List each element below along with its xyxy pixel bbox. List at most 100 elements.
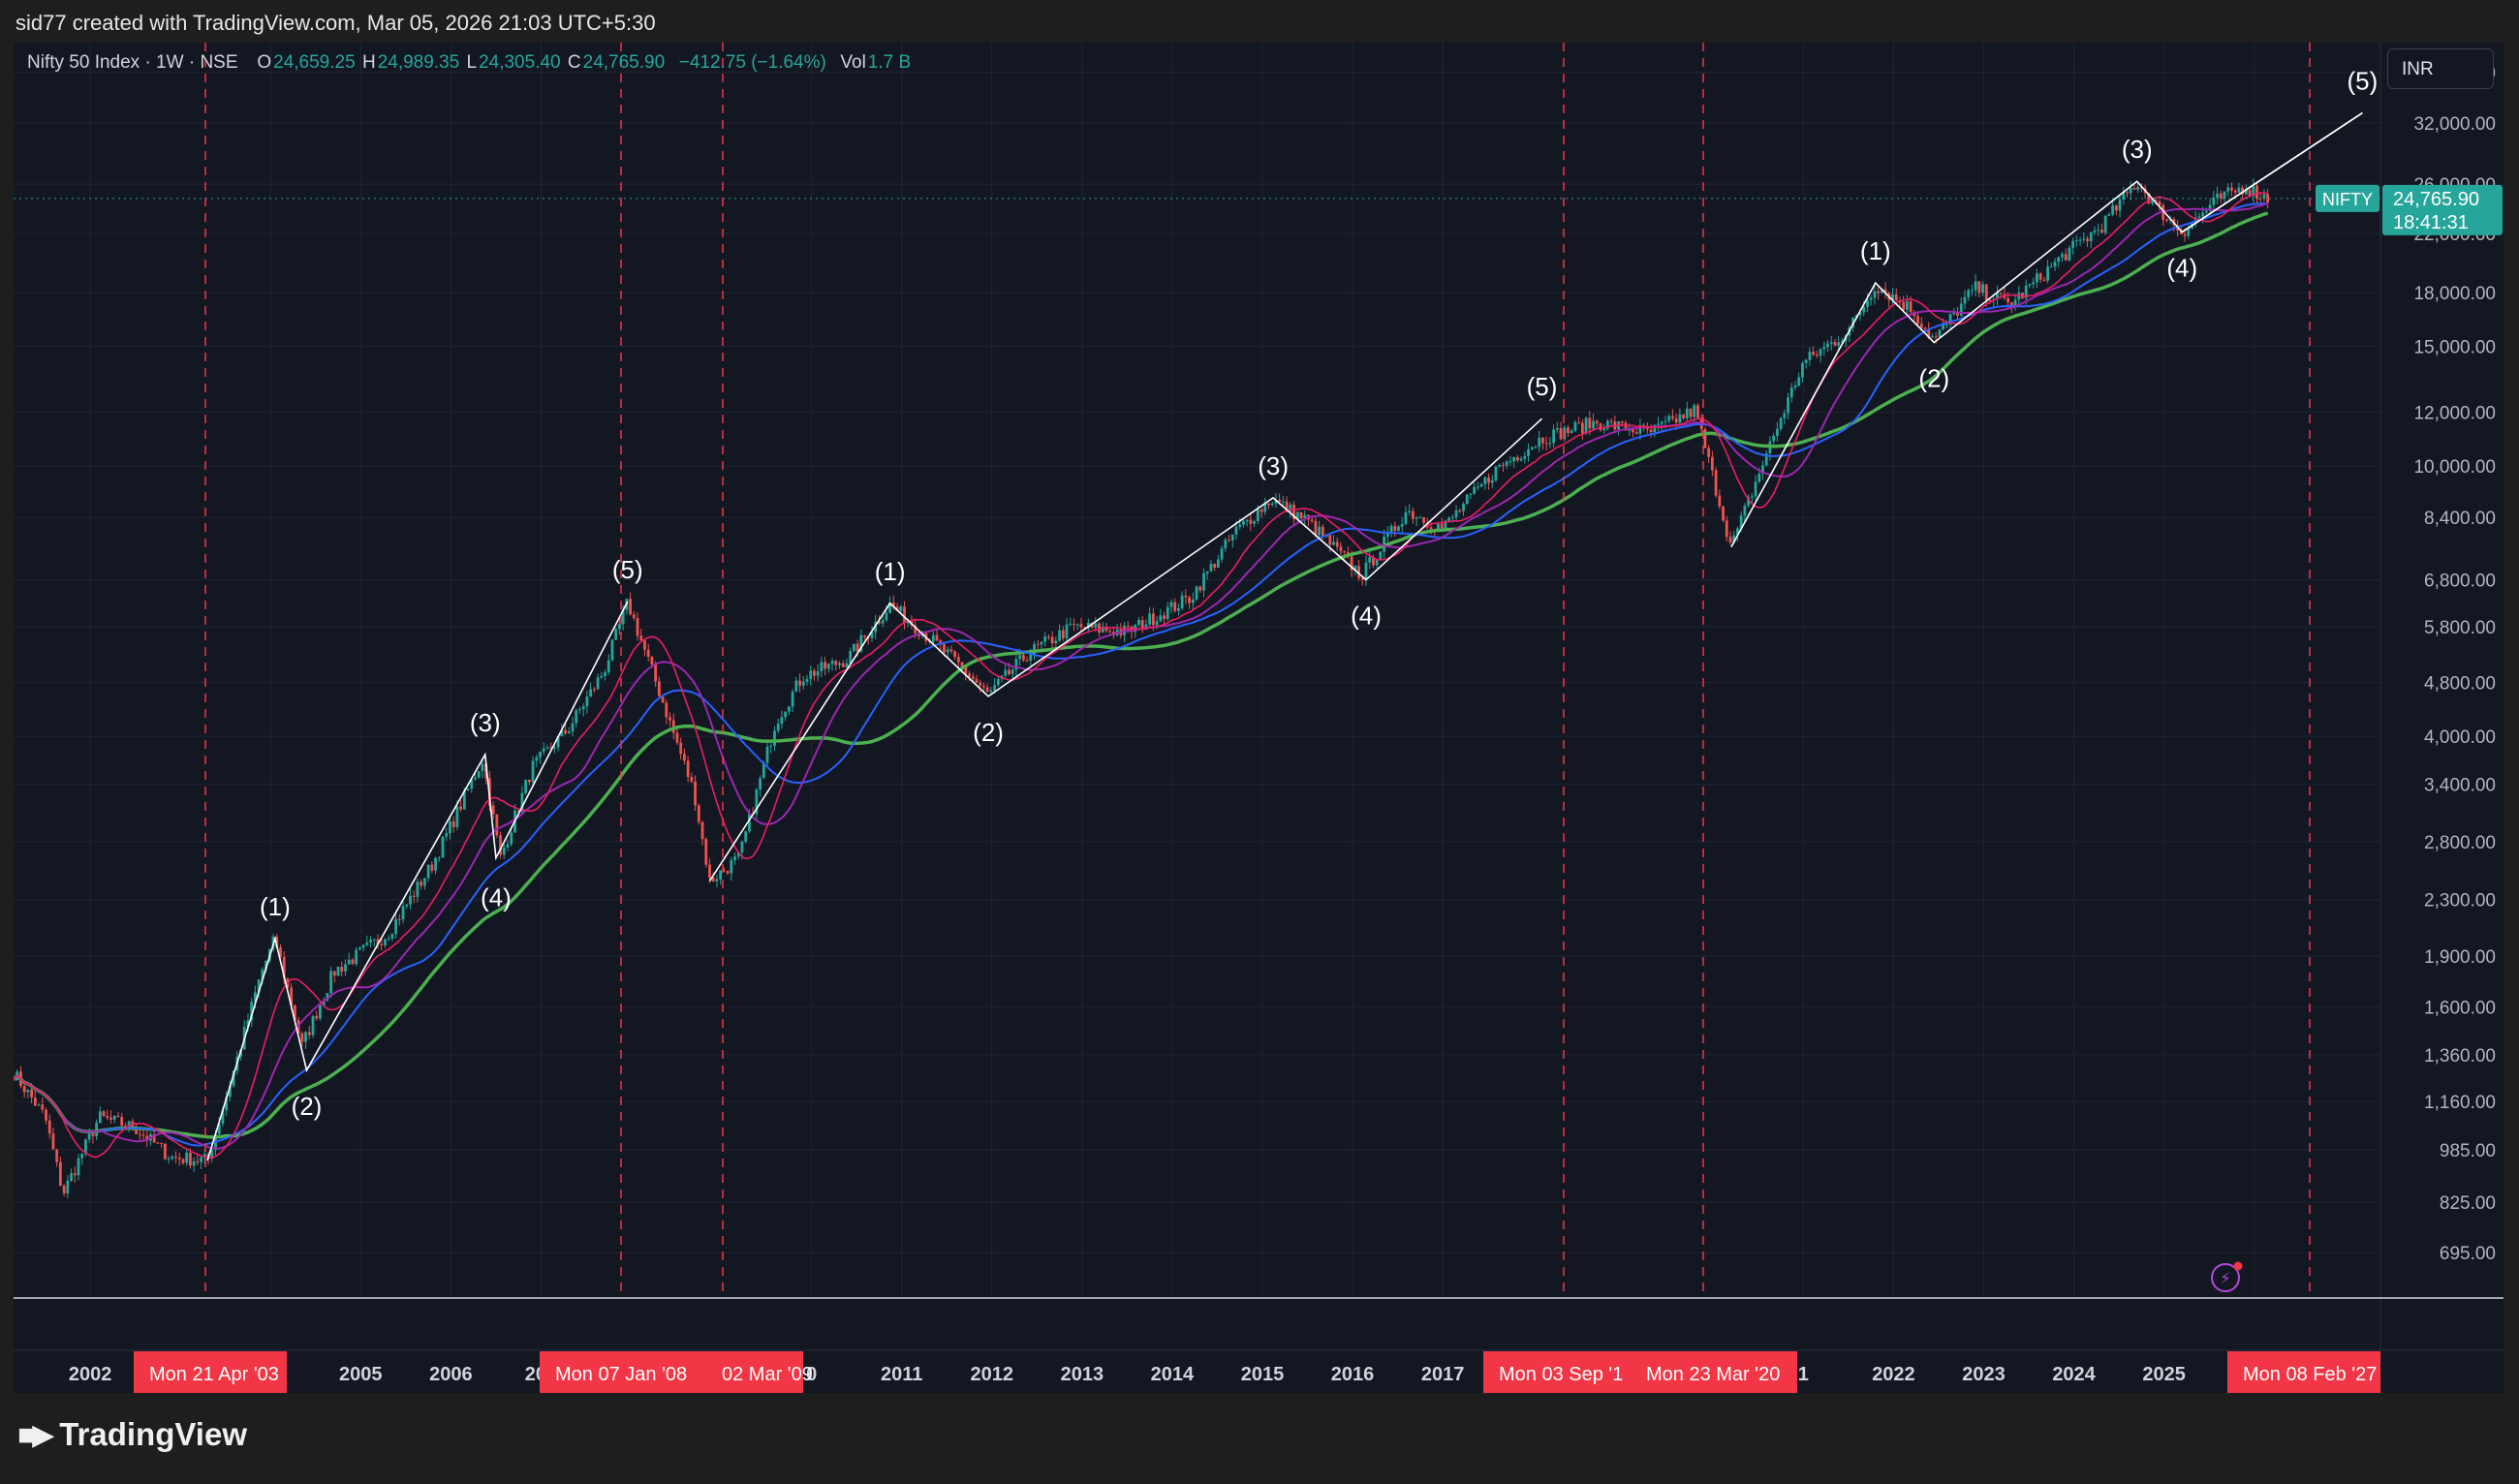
tradingview-logo-icon: ■▶	[17, 1418, 54, 1451]
candle-down	[1429, 527, 1433, 530]
candle-up	[416, 881, 420, 897]
y-tick-label: 1,360.00	[2424, 1046, 2496, 1067]
candle-down	[1632, 429, 1634, 433]
candle-up	[773, 730, 776, 746]
candle-up	[776, 724, 780, 731]
candle-down	[174, 1157, 177, 1159]
candle-up	[1408, 510, 1412, 512]
candle-down	[895, 606, 899, 611]
open-value: 24,659.25	[273, 52, 356, 73]
candle-up	[1602, 428, 1606, 430]
candle-up	[1494, 466, 1498, 480]
candle-down	[863, 634, 866, 637]
candle-up	[77, 1158, 80, 1176]
wave-label: (4)	[481, 883, 512, 912]
projection-line[interactable]	[2181, 111, 2363, 233]
candle-down	[451, 820, 455, 827]
currency-selector[interactable]: INR	[2387, 48, 2494, 89]
candle-down	[1260, 509, 1263, 512]
candle-down	[1634, 432, 1638, 434]
candle-down	[30, 1089, 34, 1098]
candle-up	[2111, 204, 2114, 215]
candle-up	[1318, 526, 1322, 536]
candle-down	[2038, 273, 2042, 280]
candle-up	[466, 788, 470, 790]
candle-down	[903, 606, 906, 624]
candle-up	[787, 706, 791, 712]
candle-up	[1938, 329, 1942, 337]
candle-down	[686, 760, 690, 778]
candle-up	[344, 964, 347, 972]
candle-up	[1959, 303, 1963, 316]
candle-down	[1559, 427, 1563, 440]
candle-down	[102, 1111, 106, 1116]
candle-down	[22, 1086, 26, 1093]
candle-up	[2262, 194, 2266, 199]
candle-down	[1502, 465, 1505, 467]
candle-up	[545, 747, 549, 749]
candle-down	[160, 1143, 164, 1145]
candle-up	[809, 670, 813, 680]
alert-lightning-icon[interactable]	[2211, 1263, 2240, 1292]
candle-down	[1422, 517, 1425, 523]
candle-down	[1515, 457, 1519, 461]
y-tick-label: 10,000.00	[2413, 457, 2496, 478]
candle-up	[1242, 520, 1245, 525]
candle-up	[1353, 566, 1357, 571]
candle-up	[1177, 607, 1180, 611]
candle-down	[953, 651, 957, 658]
candle-down	[1278, 499, 1282, 503]
candle-up	[257, 979, 261, 993]
date-marker-label: 02 Mar '09	[722, 1364, 813, 1385]
candle-down	[1083, 627, 1087, 630]
candle-up	[405, 904, 409, 907]
elliott-wave-line[interactable]	[206, 601, 629, 1161]
candle-down	[1310, 519, 1314, 521]
candle-down	[196, 1160, 200, 1162]
ohlc-legend[interactable]: Nifty 50 Index · 1W · NSE O 24,659.25 H 24…	[27, 52, 913, 74]
candle-up	[1224, 540, 1228, 549]
candle-up	[1444, 520, 1447, 529]
candle-up	[426, 864, 430, 879]
candle-up	[445, 832, 449, 837]
candle-up	[1385, 532, 1389, 537]
candle-down	[949, 649, 953, 652]
candle-up	[26, 1089, 30, 1093]
symbol-title[interactable]: Nifty 50 Index · 1W · NSE	[27, 52, 238, 73]
candle-up	[1043, 636, 1047, 642]
x-tick-label: 2024	[2052, 1364, 2096, 1385]
candle-up	[1415, 517, 1418, 519]
candle-up	[780, 717, 784, 725]
price-chart[interactable]: 38,000.0032,000.0026,000.0022,000.0018,0…	[14, 43, 2503, 1393]
candle-up	[329, 971, 332, 994]
candle-up	[1754, 481, 1757, 497]
candle-up	[1065, 624, 1069, 639]
x-tick-label: 2017	[1421, 1364, 1465, 1385]
candle-up	[1840, 341, 1844, 343]
candle-up	[830, 661, 834, 665]
date-marker-label: Mon 08 Feb '27	[2243, 1364, 2377, 1385]
candle-down	[138, 1133, 141, 1135]
candle-up	[384, 939, 387, 945]
elliott-wave-line[interactable]	[708, 417, 1543, 881]
candle-down	[592, 689, 596, 691]
candle-up	[84, 1139, 87, 1155]
candle-down	[290, 987, 294, 1005]
wave-label: (2)	[292, 1092, 323, 1121]
candle-up	[2252, 185, 2255, 197]
candle-down	[679, 742, 683, 755]
candle-up	[1295, 511, 1299, 520]
chart-area[interactable]: 38,000.0032,000.0026,000.0022,000.0018,0…	[14, 43, 2503, 1393]
x-tick-label: 2014	[1151, 1364, 1195, 1385]
candle-up	[906, 621, 910, 624]
candle-down	[527, 780, 531, 783]
x-tick-label: 2011	[881, 1364, 922, 1385]
candle-down	[979, 682, 982, 686]
candle-down	[499, 835, 502, 855]
wave-label: (1)	[875, 557, 906, 586]
candle-up	[736, 852, 740, 857]
candle-up	[1437, 524, 1440, 531]
high-label: H	[361, 52, 376, 73]
symbol-tag-text: NIFTY	[2322, 190, 2373, 209]
candle-up	[1775, 428, 1779, 436]
